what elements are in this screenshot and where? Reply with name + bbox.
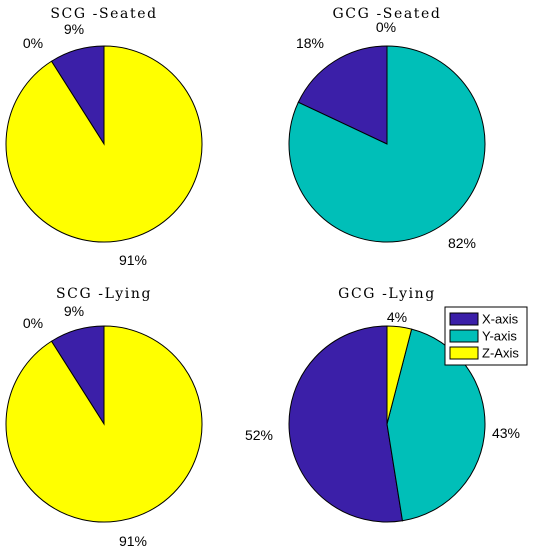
legend-label-z-axis: Z-Axis xyxy=(482,346,519,361)
pie-slice-scg-seated-z-axis xyxy=(5,45,203,243)
legend: X-axis Y-axis Z-Axis xyxy=(444,306,528,366)
slice-label-z-axis: 91% xyxy=(119,533,147,549)
chart-title: SCG -Seated xyxy=(50,6,157,22)
slice-label-x-axis: 9% xyxy=(64,303,84,319)
legend-swatch-z-axis xyxy=(449,346,479,360)
slice-label-z-axis: 91% xyxy=(119,252,147,268)
legend-swatch-y-axis xyxy=(449,329,479,343)
slice-label-x-axis: 9% xyxy=(64,21,84,37)
legend-label-x-axis: X-axis xyxy=(482,312,519,327)
legend-swatch-x-axis xyxy=(449,312,479,326)
slice-label-x-axis: 52% xyxy=(245,427,273,443)
pie-slice-gcg-lying-y-axis xyxy=(386,328,486,522)
pie-chart-gcg-seated: GCG -Seated 18% 82% 0% xyxy=(288,6,486,251)
legend-label-y-axis: Y-axis xyxy=(482,329,517,344)
slice-label-x-axis: 18% xyxy=(296,35,324,51)
chart-title: GCG -Lying xyxy=(338,286,436,302)
chart-title: GCG -Seated xyxy=(333,6,442,22)
pie-slice-scg-lying-z-axis xyxy=(5,325,203,523)
slice-label-y-axis: 43% xyxy=(492,425,520,441)
pie-slice-gcg-seated-y-axis xyxy=(288,45,486,243)
slice-label-y-axis: 0% xyxy=(23,35,43,51)
slice-label-z-axis: 0% xyxy=(376,19,396,35)
slice-label-z-axis: 4% xyxy=(387,309,407,325)
slice-label-y-axis: 0% xyxy=(23,315,43,331)
pie-slice-gcg-seated-x-axis xyxy=(297,45,388,145)
chart-title: SCG -Lying xyxy=(56,286,152,302)
pie-slice-gcg-lying-z-axis xyxy=(386,325,413,425)
slice-label-y-axis: 82% xyxy=(448,235,476,251)
pie-chart-gcg-lying: GCG -Lying 52% 43% 4% xyxy=(245,286,520,523)
pie-slice-gcg-lying-x-axis xyxy=(288,325,404,523)
